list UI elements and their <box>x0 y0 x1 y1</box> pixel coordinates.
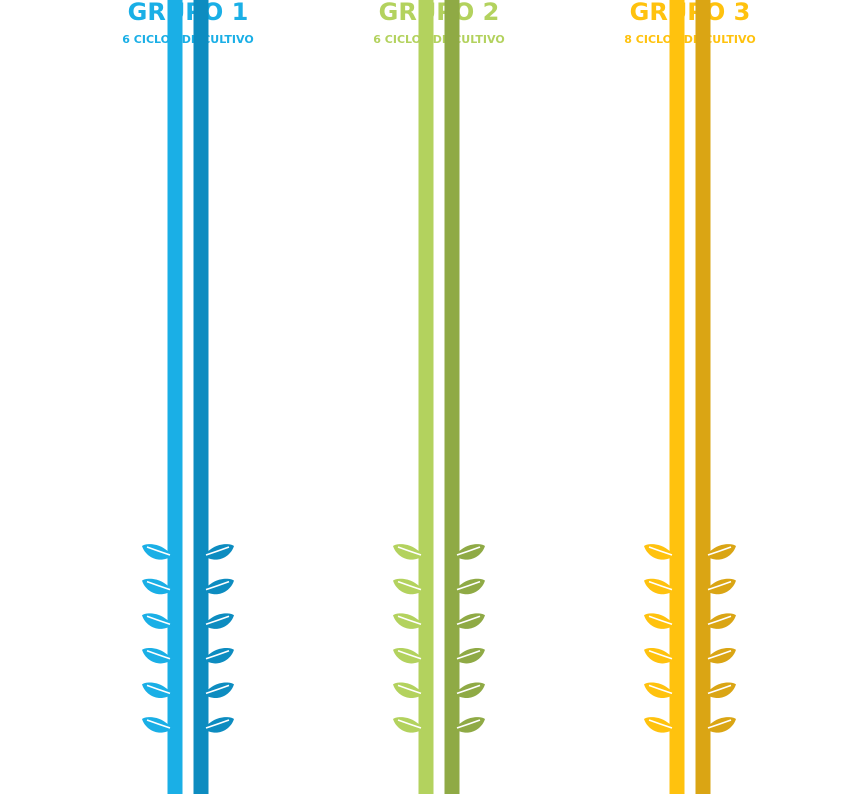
group-1-semana-4-leaf-icon <box>204 647 234 664</box>
group-3-semana-1-leaf-icon <box>644 717 674 733</box>
group-3-semana-4-leaf-icon <box>706 717 736 733</box>
group-3-semana-4-leaf-icon <box>706 578 736 595</box>
group-2-semana-1-leaf-icon <box>393 647 423 664</box>
group-2-subtitle: 6 CICLOS DE CULTIVO <box>373 33 504 46</box>
group-3-semana-1-leaf-icon <box>644 647 674 664</box>
group-3-semana-4-leaf-icon <box>706 544 736 560</box>
group-3-semana-1-leaf-icon <box>644 578 674 595</box>
group-2-semana-4-bar <box>444 0 460 794</box>
group-3-semana-1-leaf-icon <box>644 544 674 560</box>
group-3-semana-4-leaf-icon <box>706 682 736 699</box>
group-2-semana-1-leaf-icon <box>393 544 423 560</box>
group-1-semana-4-leaf-icon <box>204 682 234 699</box>
group-3-semana-1-leaf-icon <box>644 613 674 629</box>
group-1-semana-1-leaf-icon <box>142 647 172 664</box>
group-1-semana-1-leaf-icon <box>142 682 172 699</box>
group-1-semana-4-leaf-icon <box>204 717 234 733</box>
group-1-semana-4-bar <box>193 0 209 794</box>
group-2-semana-4-leaf-icon <box>455 544 485 560</box>
group-3-semana-4-leaf-icon <box>706 613 736 629</box>
group-2-semana-1-leaf-icon <box>393 717 423 733</box>
group-1-semana-4-leaf-icon <box>204 613 234 629</box>
group-1-subtitle: 6 CICLOS DE CULTIVO <box>122 33 253 46</box>
group-2-semana-4-leaf-icon <box>455 578 485 595</box>
group-2-title: GRUPO 2 <box>379 0 500 26</box>
group-1-semana-4-leaf-icon <box>204 578 234 595</box>
group-1-semana-1-leaf-icon <box>142 613 172 629</box>
group-2-semana-1-leaf-icon <box>393 613 423 629</box>
group-1-semana-4-leaf-icon <box>204 544 234 560</box>
group-3-semana-1-leaf-icon <box>644 682 674 699</box>
group-3-subtitle: 8 CICLOS DE CULTIVO <box>624 33 755 46</box>
group-2-semana-1-bar <box>418 0 434 794</box>
group-3-semana-1-bar <box>669 0 685 794</box>
group-2-semana-1-leaf-icon <box>393 578 423 595</box>
group-1-semana-1-leaf-icon <box>142 544 172 560</box>
group-3-semana-4-bar <box>695 0 711 794</box>
group-2-semana-4-leaf-icon <box>455 717 485 733</box>
group-3-title: GRUPO 3 <box>630 0 751 26</box>
group-1-semana-1-leaf-icon <box>142 717 172 733</box>
group-2-semana-4-leaf-icon <box>455 647 485 664</box>
group-1-title: GRUPO 1 <box>128 0 249 26</box>
group-2-semana-1-leaf-icon <box>393 682 423 699</box>
group-2-semana-4-leaf-icon <box>455 613 485 629</box>
group-1-semana-1-bar <box>167 0 183 794</box>
group-1-semana-1-leaf-icon <box>142 578 172 595</box>
group-3-semana-4-leaf-icon <box>706 647 736 664</box>
group-2-semana-4-leaf-icon <box>455 682 485 699</box>
